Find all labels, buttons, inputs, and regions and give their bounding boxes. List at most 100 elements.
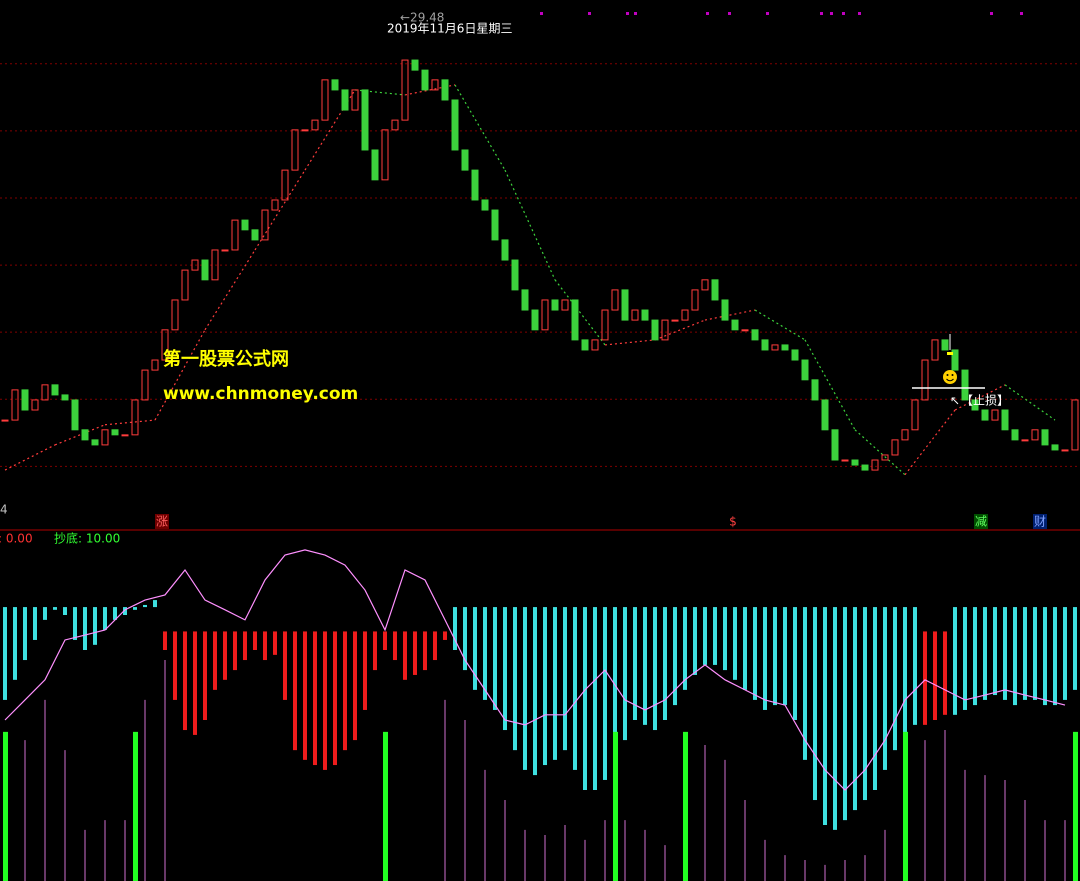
candle: [1071, 399, 1079, 451]
histogram-bar: [583, 607, 587, 790]
histogram-bar: [353, 631, 357, 741]
histogram-bar: [1073, 607, 1077, 690]
candle: [951, 349, 959, 371]
candle: [441, 79, 449, 101]
candle: [841, 459, 849, 462]
smiley-mouth: [946, 378, 954, 382]
candle: [141, 369, 149, 401]
histogram-bar: [743, 607, 747, 690]
date-title: 2019年11月6日星期三: [387, 22, 512, 36]
signal-bar: [683, 731, 688, 881]
max-price-label: ←29.48: [400, 11, 444, 25]
histogram-bar: [993, 607, 997, 696]
candle: [201, 259, 209, 281]
candle: [371, 149, 379, 181]
marker-label: 涨: [156, 514, 168, 529]
histogram-bar: [793, 607, 797, 720]
price-panel: 涨 $ 减 财: [0, 59, 1080, 529]
histogram-bar: [453, 607, 457, 650]
candle: [911, 399, 919, 431]
candle: [691, 289, 699, 311]
indicator-panel: 筹: 0.00 抄底: 10.00: [0, 531, 1078, 881]
histogram-bar: [593, 607, 597, 790]
histogram-bar: [163, 631, 167, 650]
histogram-bar: [483, 607, 487, 700]
indicator-line: [4, 549, 1066, 791]
candle: [771, 344, 779, 351]
candle: [601, 309, 609, 341]
histogram-bar: [83, 607, 87, 650]
histogram-bar: [1003, 607, 1007, 700]
histogram-bar: [33, 607, 37, 640]
candle: [781, 344, 789, 351]
candle: [451, 99, 459, 151]
signal-bar: [1073, 731, 1078, 881]
watermark: www.chnmoney.com: [163, 384, 358, 404]
candle: [1061, 449, 1069, 452]
histogram-bar: [323, 631, 327, 770]
histogram-bar: [43, 607, 47, 620]
histogram-bar: [273, 631, 277, 655]
candle: [1041, 429, 1049, 446]
watermark: 第一股票公式网: [163, 348, 289, 370]
candle: [421, 69, 429, 91]
histogram-bar: [913, 607, 917, 725]
candle: [331, 79, 339, 91]
marker-label: 减: [975, 515, 987, 529]
histogram-bar: [1043, 607, 1047, 706]
marker-box: [726, 514, 740, 529]
ma-segment: [104, 419, 156, 426]
candle: [1, 419, 9, 422]
histogram-bar: [883, 607, 887, 770]
ma-segment: [4, 444, 56, 471]
candle: [221, 249, 229, 252]
candle: [541, 299, 549, 331]
ma-segment: [954, 384, 1006, 411]
histogram-bar: [393, 631, 397, 661]
histogram-bar: [733, 607, 737, 680]
axis-label: 4: [0, 503, 8, 517]
dot: [858, 12, 861, 15]
candle: [921, 359, 929, 401]
candle: [41, 384, 49, 401]
histogram-bar: [433, 631, 437, 661]
candle: [611, 289, 619, 311]
ma-segment: [854, 429, 906, 476]
candle: [81, 429, 89, 441]
candle: [411, 59, 419, 71]
candle: [991, 409, 999, 421]
candle: [641, 309, 649, 321]
candle: [801, 359, 809, 381]
histogram-bar: [183, 631, 187, 731]
histogram-bar: [173, 631, 177, 700]
candle: [511, 259, 519, 291]
histogram-bar: [1053, 607, 1057, 706]
candle: [481, 199, 489, 211]
candle: [31, 399, 39, 411]
candle: [121, 434, 129, 437]
candle: [491, 209, 499, 241]
histogram-bar: [803, 607, 807, 760]
ma-segment: [504, 169, 556, 281]
candle: [461, 149, 469, 171]
signal-bar: [613, 731, 618, 881]
histogram-bar: [623, 607, 627, 741]
candle: [791, 349, 799, 361]
candle: [401, 59, 409, 121]
ma-segment: [354, 89, 406, 96]
histogram-bar: [383, 631, 387, 650]
histogram-bar: [53, 607, 57, 610]
histogram-bar: [493, 607, 497, 710]
ma-segment: [154, 329, 206, 421]
candle: [261, 209, 269, 241]
top-dots: [540, 12, 1023, 15]
histogram-bar: [843, 607, 847, 821]
histogram-bar: [523, 607, 527, 770]
candle: [861, 464, 869, 471]
stop-loss-label: 【止损】: [961, 394, 1009, 408]
histogram-bar: [773, 607, 777, 706]
ma-segment: [1004, 384, 1056, 421]
dot: [706, 12, 709, 15]
histogram-bar: [713, 607, 717, 665]
